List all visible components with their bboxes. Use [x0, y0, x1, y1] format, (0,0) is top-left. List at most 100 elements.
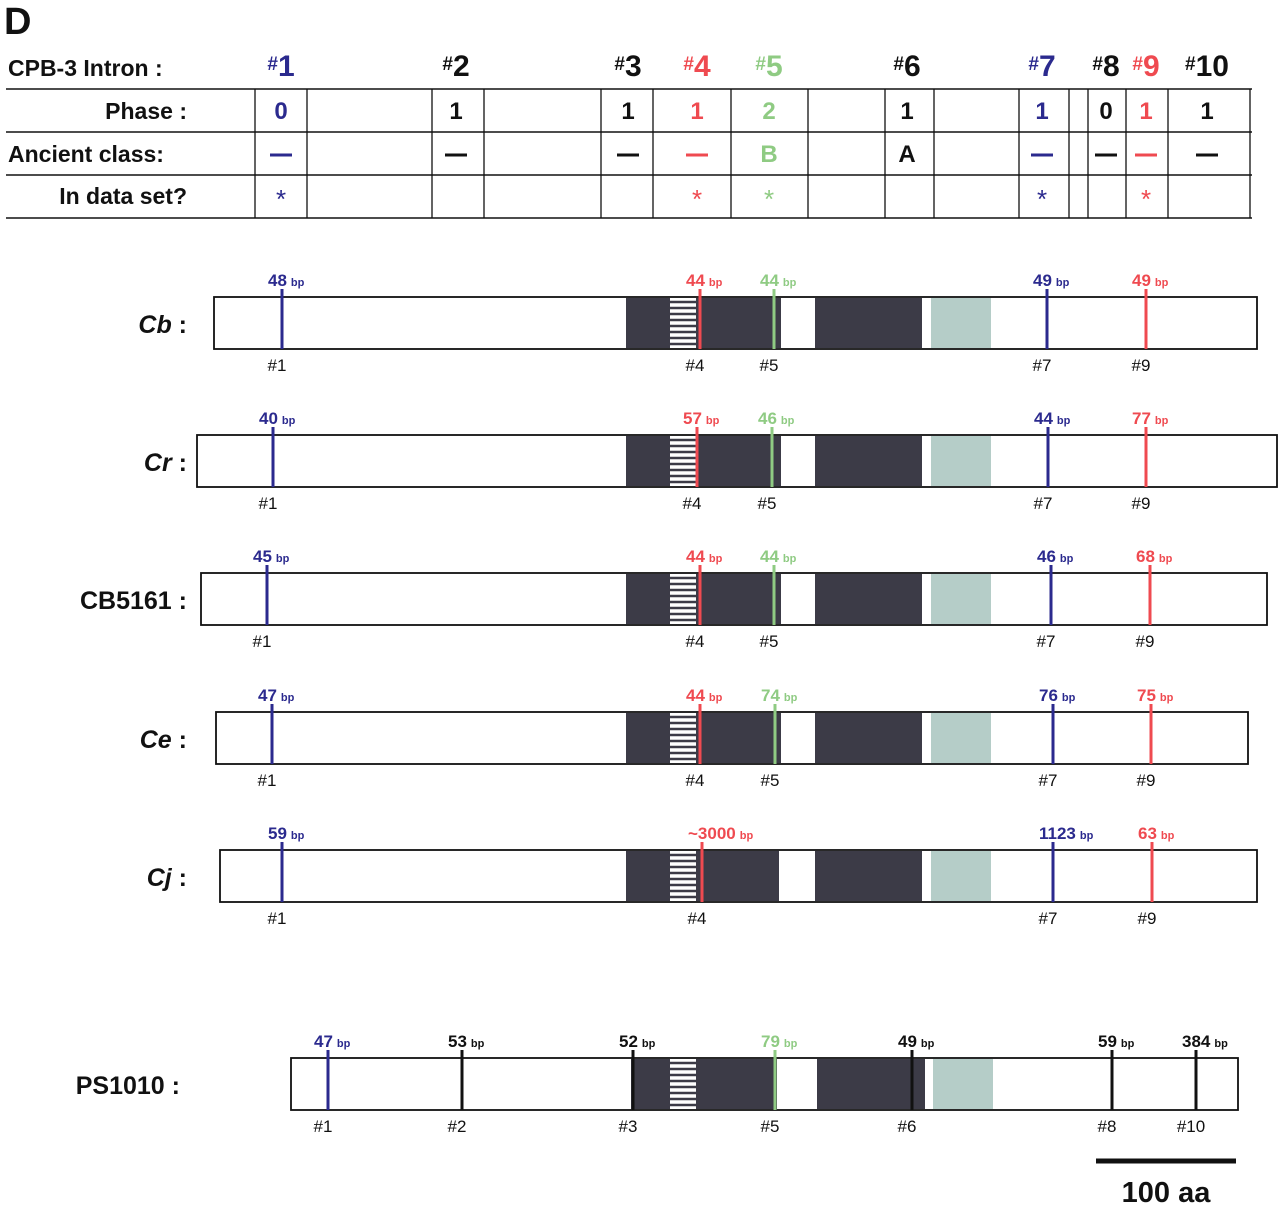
gene-map-ce: Ce : 47 bp #1 44 bp #4 74 bp #5 76 bp #7 75 bp #9: [140, 686, 1249, 790]
intron-size-unit: bp: [784, 1038, 798, 1050]
intron-size-unit: bp: [1056, 277, 1070, 289]
intron-size: 57: [683, 409, 702, 428]
intron-size-unit: bp: [1161, 830, 1175, 842]
intron-header-number: 2: [453, 50, 470, 83]
intron-size: 49: [1033, 271, 1052, 290]
intron-number-label: #3: [619, 1117, 638, 1136]
intron-header-number: 3: [625, 50, 642, 83]
intron-size: 47: [258, 686, 277, 705]
intron-size-unit: bp: [783, 553, 797, 565]
intron-size-unit: bp: [281, 692, 295, 704]
intron-header-hash: #: [1185, 54, 1196, 75]
intron-size: 59: [268, 824, 287, 843]
intron-size: 44: [760, 271, 779, 290]
intron-header: #1: [267, 50, 294, 83]
intron-number-label: #4: [688, 909, 707, 928]
intron-size-label: 52 bp: [619, 1032, 656, 1051]
intron-number-label: #4: [686, 356, 705, 375]
intron-number-label: #4: [683, 494, 702, 513]
intron-number-label: #1: [259, 494, 278, 513]
intron-size: 44: [1034, 409, 1053, 428]
intron-header-number: 10: [1196, 50, 1229, 83]
intron-size-unit: bp: [291, 830, 305, 842]
intron-number-label: #1: [268, 356, 287, 375]
intron-phase: 0: [1099, 98, 1112, 125]
intron-number-label: #9: [1136, 632, 1155, 651]
domain-dark-1: [626, 436, 781, 486]
intron-number-label: #7: [1037, 632, 1056, 651]
ancient-class-dash: —: [1135, 153, 1157, 163]
intron-size: 52: [619, 1032, 638, 1051]
intron-size-label: 76 bp: [1039, 686, 1076, 705]
intron-number-label: #6: [898, 1117, 917, 1136]
intron-header-hash: #: [893, 54, 904, 75]
intron-number-label: #5: [761, 771, 780, 790]
ancient-class-text: A: [898, 141, 915, 168]
hatched-domain-bg: [670, 713, 696, 763]
in-data-set-star: *: [276, 184, 286, 214]
intron-size: 49: [1132, 271, 1151, 290]
intron-size: 46: [758, 409, 777, 428]
intron-number-label: #7: [1039, 771, 1058, 790]
intron-size: 44: [686, 271, 705, 290]
gene-map-cb: Cb : 48 bp #1 44 bp #4 44 bp #5 49 bp #7 49 bp #9: [138, 271, 1258, 375]
intron-header-number: 5: [766, 50, 783, 83]
hatched-domain-bg: [670, 436, 696, 486]
domain-dark-2: [815, 298, 922, 348]
domain-dark-2: [815, 713, 922, 763]
intron-header-number: 7: [1039, 50, 1056, 83]
intron-phase: 0: [274, 98, 287, 125]
species-name: Cj: [147, 864, 173, 892]
intron-header: #5: [755, 50, 782, 83]
intron-header-hash: #: [1092, 54, 1103, 75]
intron-number-label: #5: [760, 356, 779, 375]
domain-teal: [931, 436, 991, 486]
species-label: Cb :: [138, 311, 187, 339]
domain-teal: [931, 713, 991, 763]
ancient-class-dash: —: [1196, 153, 1218, 157]
hatched-domain: [670, 713, 696, 763]
species-label-colon: :: [172, 726, 187, 754]
intron-size: 74: [761, 686, 780, 705]
intron-size-label: 384 bp: [1182, 1032, 1228, 1051]
intron-size-unit: bp: [282, 415, 296, 427]
domain-dark-1: [626, 713, 781, 763]
hatched-domain-bg: [670, 1059, 696, 1109]
intron-header: #10: [1185, 50, 1229, 83]
intron-size-unit: bp: [1057, 415, 1071, 427]
intron-number-label: #7: [1034, 494, 1053, 513]
intron-number-label: #8: [1098, 1117, 1117, 1136]
intron-size-unit: bp: [921, 1038, 935, 1050]
intron-size: 45: [253, 547, 272, 566]
scale-bar: 100 aa: [1096, 1158, 1236, 1206]
species-label: Cr :: [144, 449, 187, 477]
intron-size-unit: bp: [642, 1038, 656, 1050]
intron-number-label: #1: [268, 909, 287, 928]
intron-size: 77: [1132, 409, 1151, 428]
ancient-class-text: —: [1146, 161, 1147, 163]
intron-size-unit: bp: [709, 692, 723, 704]
species-name: Cb: [138, 311, 171, 339]
intron-size-label: 44 bp: [760, 547, 797, 566]
species-name: Cr: [144, 449, 173, 477]
hatched-domain-bg: [670, 574, 696, 624]
intron-size: 1123: [1039, 824, 1076, 843]
intron-size-unit: bp: [706, 415, 720, 427]
intron-size-unit: bp: [291, 277, 305, 289]
intron-size-label: 46 bp: [1037, 547, 1074, 566]
intron-header-hash: #: [1132, 54, 1143, 75]
domain-dark-2: [815, 574, 922, 624]
intron-size-label: 44 bp: [686, 547, 723, 566]
species-label: Cj :: [147, 864, 187, 892]
intron-table: CPB-3 Intron : Phase : Ancient class: In da…: [6, 50, 1252, 219]
intron-header-hash: #: [267, 54, 278, 75]
intron-number-label: #1: [258, 771, 277, 790]
ancient-class-text: B: [760, 141, 777, 168]
intron-size: 47: [314, 1032, 333, 1051]
species-label-colon: :: [172, 449, 187, 477]
intron-number-label: #5: [760, 632, 779, 651]
intron-header-number: 4: [694, 50, 711, 83]
intron-size-unit: bp: [1155, 415, 1169, 427]
intron-size-label: 44 bp: [686, 271, 723, 290]
intron-size-label: 68 bp: [1136, 547, 1173, 566]
